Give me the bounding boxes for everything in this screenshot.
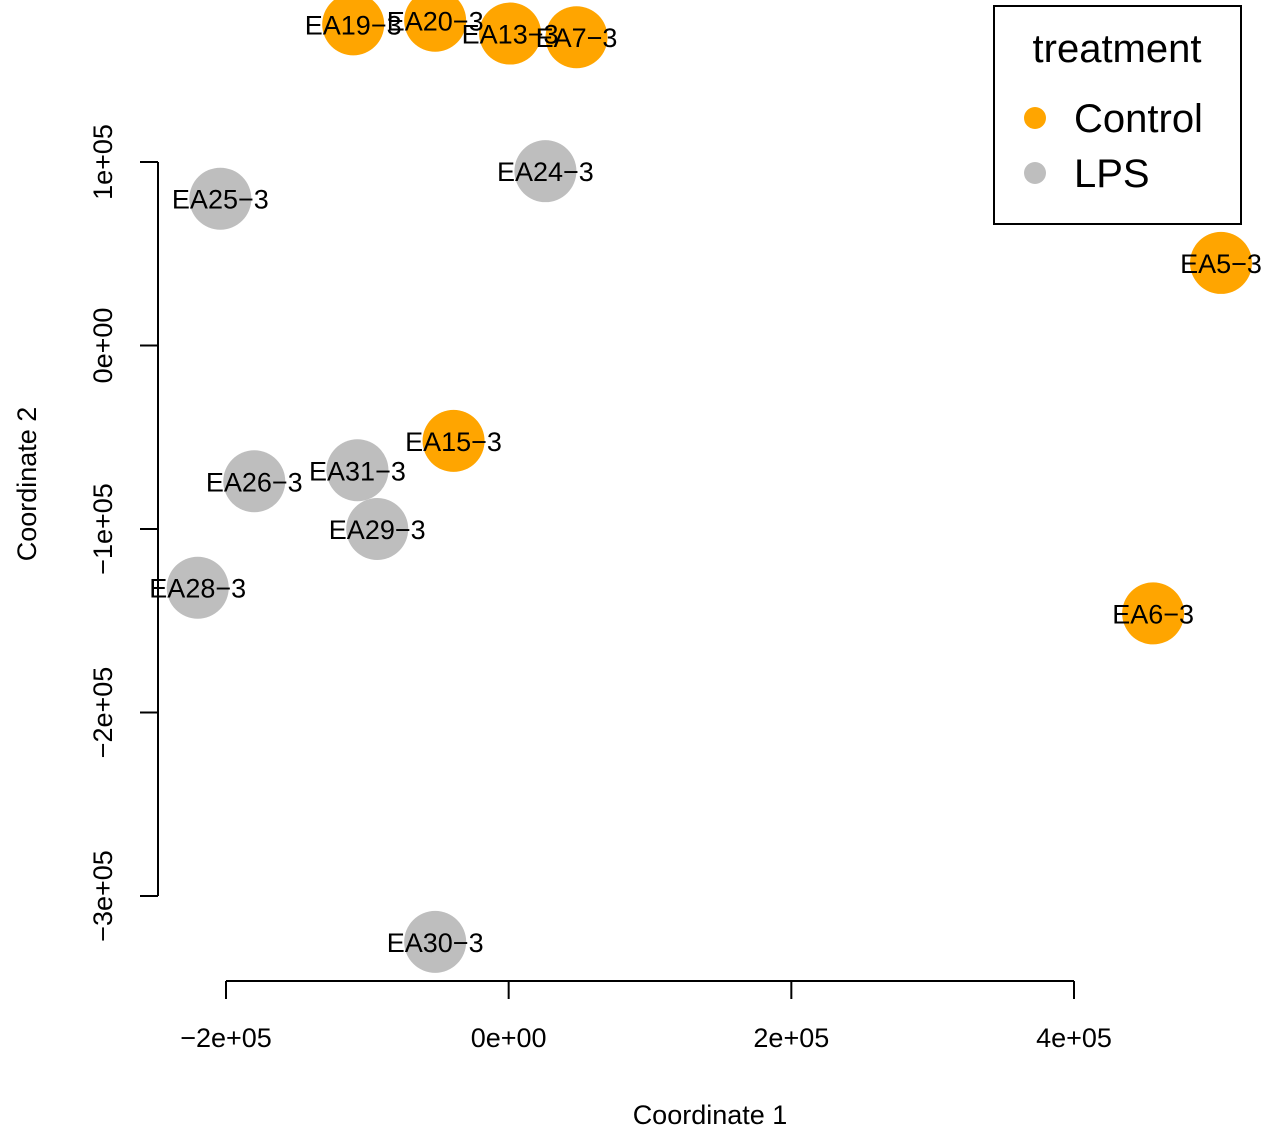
point-label: EA19−3	[305, 10, 402, 40]
point-label: EA30−3	[387, 928, 484, 958]
data-point	[479, 2, 542, 65]
legend: treatment Control LPS	[993, 5, 1242, 225]
data-point	[422, 409, 485, 472]
data-point	[514, 140, 577, 203]
legend-swatch	[1024, 162, 1046, 184]
x-tick-label: 2e+05	[753, 1023, 829, 1053]
legend-entry-label: Control	[1074, 97, 1203, 141]
y-tick-label: −2e+05	[88, 667, 118, 759]
point-label: EA6−3	[1112, 599, 1194, 629]
point-label: EA28−3	[149, 574, 246, 604]
data-point	[1189, 231, 1252, 294]
point-label: EA7−3	[536, 23, 618, 53]
legend-swatch	[1024, 107, 1046, 129]
points-layer	[166, 0, 1252, 973]
legend-title: treatment	[1033, 27, 1202, 71]
point-label: EA26−3	[206, 467, 303, 497]
x-axis-title: Coordinate 1	[633, 1100, 788, 1130]
point-label: EA20−3	[387, 7, 484, 37]
point-label: EA25−3	[172, 185, 269, 215]
data-point	[1122, 582, 1185, 645]
x-tick-label: 4e+05	[1036, 1023, 1112, 1053]
data-point	[166, 556, 229, 619]
data-point	[545, 6, 608, 69]
data-point	[223, 450, 286, 513]
data-point	[322, 0, 385, 56]
data-point	[326, 439, 389, 502]
point-label: EA24−3	[497, 157, 594, 187]
data-point	[404, 0, 467, 52]
y-tick-label: −3e+05	[88, 850, 118, 942]
point-label: EA29−3	[329, 515, 426, 545]
point-label: EA5−3	[1180, 249, 1262, 279]
legend-entry-label: LPS	[1074, 152, 1150, 196]
x-tick-label: 0e+00	[471, 1023, 547, 1053]
y-axis: −3e+05 −2e+05 −1e+05 0e+00 1e+05	[88, 124, 159, 942]
data-point	[189, 167, 252, 230]
data-point	[346, 498, 409, 560]
point-label: EA15−3	[405, 427, 502, 457]
legend-entries: Control LPS	[1024, 97, 1203, 196]
data-point	[404, 910, 467, 973]
point-label: EA31−3	[309, 456, 406, 486]
y-tick-label: −1e+05	[88, 483, 118, 575]
y-tick-label: 0e+00	[88, 308, 118, 384]
x-tick-label: −2e+05	[180, 1023, 272, 1053]
x-axis: −2e+05 0e+00 2e+05 4e+05	[180, 980, 1112, 1053]
y-tick-label: 1e+05	[88, 124, 118, 200]
y-axis-title: Coordinate 2	[12, 407, 42, 562]
point-label: EA13−3	[462, 20, 559, 50]
